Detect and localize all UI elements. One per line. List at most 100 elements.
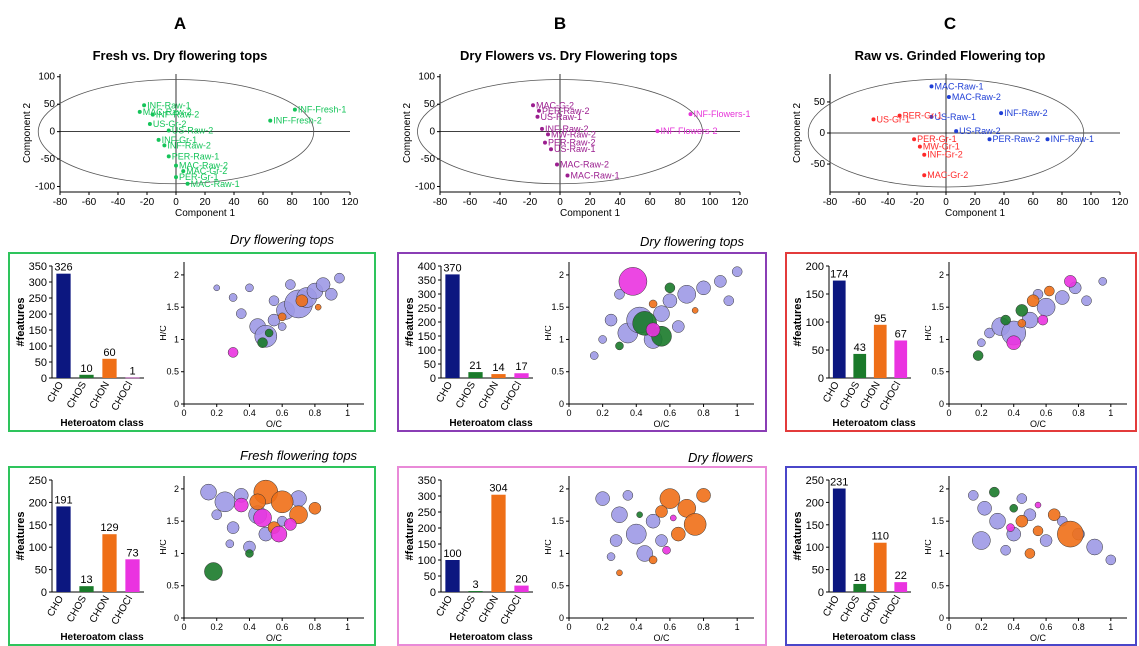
x-tick-label: -40 <box>493 197 508 208</box>
vk-bubble-cho <box>1105 554 1117 566</box>
y-axis-label: H/C <box>160 325 168 341</box>
subtitle-a-bot: Fresh flowering tops <box>240 448 358 463</box>
confidence-ellipse <box>37 79 315 185</box>
vk-bubble-cho <box>1039 534 1053 547</box>
x-tick-label: 0.2 <box>596 408 609 418</box>
x-tick-label: 0.6 <box>1040 408 1053 418</box>
y-tick-label: 50 <box>44 99 56 110</box>
vk-bubble-chos <box>1009 504 1018 513</box>
y-tick-label: 2 <box>939 484 944 494</box>
pca-point-label: MAC-Gr-2 <box>186 166 227 176</box>
vk-bubble-cho <box>672 320 685 333</box>
pca-point-label: INF-Flowers-2 <box>661 126 718 136</box>
column-letter-a: A <box>173 14 187 33</box>
y-tick-label: 50 <box>814 97 826 108</box>
y-tick-label: 0 <box>49 127 55 138</box>
bar-value-label: 370 <box>443 262 461 274</box>
x-axis-label: Component 1 <box>560 208 620 218</box>
y-axis-label: Component 2 <box>402 103 413 163</box>
pca-plot-b: -80 -60 -40 -20 0 20 40 60 80 100 120 -100 -50 0 50 100… <box>402 72 750 218</box>
vk-bubble-chon <box>648 555 658 565</box>
vk-bubble-cho <box>1036 297 1056 317</box>
x-tick-label: 0 <box>943 197 949 208</box>
bar-value-label: 43 <box>854 342 866 354</box>
pca-point <box>540 126 544 131</box>
y-axis-label: #features <box>15 298 27 347</box>
x-tick-label: -40 <box>111 197 126 208</box>
pca-point-label: INF-Fresh-2 <box>273 116 322 126</box>
bar-chon <box>491 494 506 592</box>
category-label: CHO <box>821 594 842 619</box>
pca-point <box>142 103 147 108</box>
bar-chocl <box>125 559 140 592</box>
x-tick-label: 1 <box>345 408 350 418</box>
category-label: CHOS <box>65 594 89 625</box>
bar-value-label: 95 <box>874 313 886 325</box>
x-tick-label: -60 <box>463 197 478 208</box>
vk-bubble-cho <box>211 509 222 520</box>
pca-point-label: MAC-Gr-2 <box>927 170 968 180</box>
y-tick-label: 1.5 <box>551 516 564 526</box>
y-tick-label: 200 <box>418 317 436 329</box>
x-tick-label: 120 <box>342 197 359 208</box>
pca-point <box>531 103 535 108</box>
y-tick-label: 250 <box>418 507 436 519</box>
pca-point <box>999 111 1004 116</box>
vk-bubble-cho <box>277 322 287 331</box>
pca-point-label: MAC-Raw-2 <box>179 161 228 171</box>
x-axis-label: Heteroatom class <box>449 632 533 643</box>
pca-point-label: INF-Gr-2 <box>927 150 963 160</box>
bar-cho <box>56 273 71 378</box>
bar-value-label: 21 <box>469 360 481 372</box>
pca-point-label: US-Raw-2 <box>172 126 214 136</box>
y-tick-label: 1 <box>559 334 564 344</box>
bar-cho <box>445 560 460 592</box>
y-tick-label: -100 <box>35 182 55 193</box>
pca-point <box>535 114 540 119</box>
panel-c-mid <box>785 252 1137 432</box>
vk-bubble-chocl <box>253 508 272 528</box>
vk-bubble-chon <box>648 299 658 309</box>
pca-point <box>543 140 547 145</box>
x-tick-label: 20 <box>969 197 981 208</box>
bar-cho <box>832 488 846 592</box>
y-tick-label: 0.5 <box>551 581 564 591</box>
category-label: CHO <box>434 594 455 619</box>
y-tick-label: 150 <box>806 289 824 301</box>
vk-bubble-chocl <box>670 514 677 522</box>
y-tick-label: 2 <box>174 484 179 494</box>
y-tick-label: 250 <box>29 293 47 305</box>
bar-chart-b-mid: 0 50 100 150 200 250 300 350 400 370 CHO 21 CHOS 14 CH… <box>404 261 533 429</box>
y-tick-label: 1 <box>174 548 179 558</box>
pca-point-label: US-Gr-2 <box>153 119 187 129</box>
vk-bubble-chon <box>314 303 322 311</box>
pca-point <box>929 84 934 89</box>
vk-bubble-chos <box>664 282 676 294</box>
y-axis-label: Component 2 <box>22 103 33 163</box>
y-tick-label: 100 <box>806 542 824 554</box>
pca-point-label: INF-Raw-2 <box>167 140 211 150</box>
bar-value-label: 67 <box>895 328 907 340</box>
vk-bubble-cho <box>622 490 634 501</box>
y-tick-label: 200 <box>806 497 824 509</box>
x-tick-label: 20 <box>584 197 596 208</box>
vk-bubble-cho <box>226 521 240 534</box>
bar-value-label: 304 <box>489 483 507 495</box>
subtitle-a-mid: Dry flowering tops <box>230 232 335 247</box>
x-tick-label: -20 <box>523 197 538 208</box>
x-tick-label: -60 <box>852 197 867 208</box>
bar-value-label: 174 <box>830 269 848 281</box>
x-axis-label: O/C <box>653 633 670 643</box>
pca-point-label: PER-Raw-2 <box>993 134 1041 144</box>
x-axis-label: O/C <box>653 419 670 429</box>
vk-bubble-chon <box>1047 508 1061 521</box>
bar-chart-b-bot: 0 50 100 150 200 250 300 350 100 CHO 3 CHOS 304 CHON 2… <box>404 475 533 643</box>
subtitle-b-mid: Dry flowering tops <box>640 234 745 249</box>
vk-bubble-chon <box>659 488 681 509</box>
pca-point <box>917 144 922 149</box>
bar-chos <box>79 374 94 378</box>
vk-bubble-chon <box>1024 548 1036 559</box>
vk-bubble-cho <box>1098 277 1107 286</box>
y-tick-label: 2 <box>939 270 944 280</box>
category-label: CHON <box>88 380 112 411</box>
